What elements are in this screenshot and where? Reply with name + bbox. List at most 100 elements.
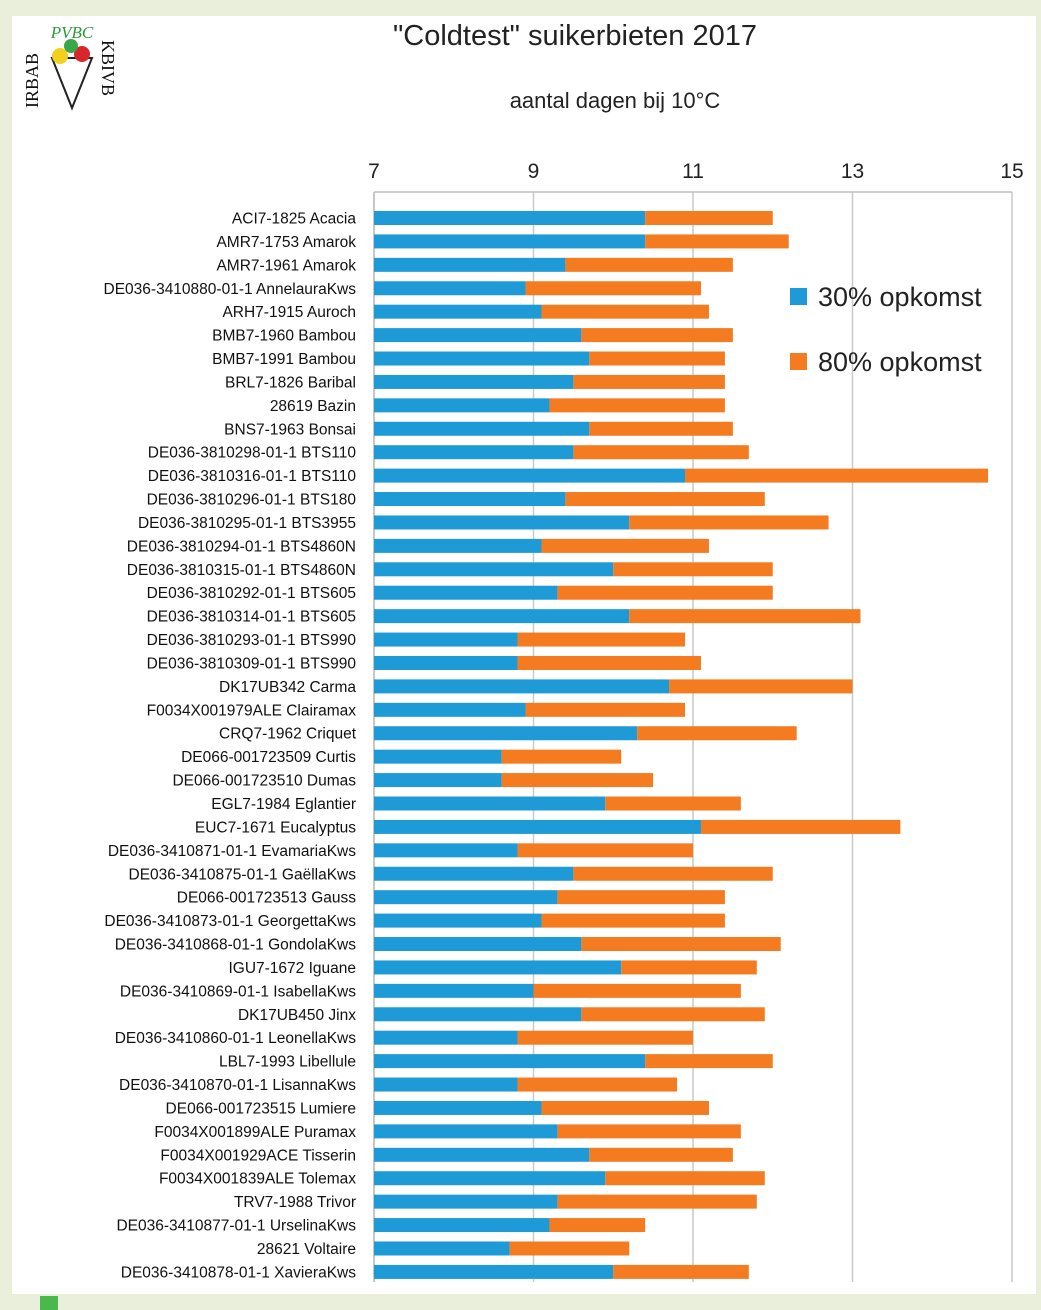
bar-80pct xyxy=(573,866,773,881)
bar-80pct xyxy=(549,1218,646,1233)
bar-30pct xyxy=(374,562,614,577)
category-label: DE036-3810316-01-1 BTS110 xyxy=(148,468,357,485)
bar-30pct xyxy=(374,328,582,343)
category-label: BMB7-1960 Bambou xyxy=(212,328,356,345)
category-label: LBL7-1993 Libellule xyxy=(219,1054,356,1071)
logo-cone-icon xyxy=(50,57,94,111)
category-label: F0034X001929ACE Tisserin xyxy=(160,1147,356,1164)
category-label: TRV7-1988 Trivor xyxy=(234,1194,356,1211)
chart-subtitle: aantal dagen bij 10°C xyxy=(509,88,721,113)
bar-80pct xyxy=(629,609,861,624)
bar-80pct xyxy=(557,585,773,600)
bar-80pct xyxy=(589,421,733,436)
bar-30pct xyxy=(374,937,582,952)
bar-30pct xyxy=(374,374,574,389)
category-label: BNS7-1963 Bonsai xyxy=(224,421,356,438)
bar-80pct xyxy=(533,983,741,998)
legend-swatch xyxy=(790,288,807,305)
category-label: DK17UB450 Jinx xyxy=(238,1007,356,1024)
bar-80pct xyxy=(517,632,686,647)
bar-30pct xyxy=(374,398,550,413)
x-tick-label: 13 xyxy=(841,160,864,183)
bar-30pct xyxy=(374,492,566,507)
bar-30pct xyxy=(374,960,622,975)
bar-30pct xyxy=(374,983,534,998)
logo-yellow-icon xyxy=(52,48,68,64)
bar-80pct xyxy=(509,1241,630,1256)
category-label: DE036-3810294-01-1 BTS4860N xyxy=(127,538,356,555)
bar-30pct xyxy=(374,445,574,460)
bar-30pct xyxy=(374,515,630,530)
legend-label: 80% opkomst xyxy=(818,347,982,377)
bar-30pct xyxy=(374,1124,558,1139)
category-label: DK17UB342 Carma xyxy=(219,679,356,696)
category-label: DE036-3810315-01-1 BTS4860N xyxy=(127,562,356,579)
bar-80pct xyxy=(549,398,725,413)
bar-80pct xyxy=(557,1194,757,1209)
category-label: DE036-3410868-01-1 GondolaKws xyxy=(115,937,357,954)
bar-80pct xyxy=(645,211,773,225)
category-label: DE036-3810309-01-1 BTS990 xyxy=(147,655,357,672)
category-label: DE036-3410869-01-1 IsabellaKws xyxy=(120,983,356,1000)
bar-80pct xyxy=(517,1077,678,1092)
bar-30pct xyxy=(374,702,526,717)
bar-80pct xyxy=(581,937,781,952)
category-label: EGL7-1984 Eglantier xyxy=(211,796,356,813)
x-tick-label: 11 xyxy=(682,160,704,183)
bar-80pct xyxy=(605,796,741,811)
logo-green-icon xyxy=(64,39,78,53)
logo-text-right: KBIVB xyxy=(98,40,118,96)
category-label: DE036-3810296-01-1 BTS180 xyxy=(147,492,357,509)
bar-30pct xyxy=(374,1147,590,1162)
bar-30pct xyxy=(374,421,590,436)
category-label: 28621 Voltaire xyxy=(257,1241,356,1258)
corner-mark xyxy=(40,1296,58,1310)
category-label: DE036-3410871-01-1 EvamariaKws xyxy=(108,843,356,860)
bar-80pct xyxy=(525,281,701,296)
logo: PVBC IRBAB KBIVB xyxy=(22,23,118,111)
bar-30pct xyxy=(374,843,518,858)
bar-80pct xyxy=(573,445,749,460)
bar-30pct xyxy=(374,1100,542,1115)
category-label: DE036-3810293-01-1 BTS990 xyxy=(147,632,357,649)
bar-30pct xyxy=(374,211,646,225)
category-label: DE036-3810295-01-1 BTS3955 xyxy=(138,515,356,532)
category-label: EUC7-1671 Eucalyptus xyxy=(195,819,356,836)
bar-30pct xyxy=(374,749,502,764)
bar-30pct xyxy=(374,585,558,600)
bar-80pct xyxy=(613,562,773,577)
bar-80pct xyxy=(589,351,725,366)
bar-80pct xyxy=(589,1147,733,1162)
logo-text-left: IRBAB xyxy=(22,53,42,108)
bar-80pct xyxy=(557,1124,741,1139)
bar-80pct xyxy=(517,1030,693,1045)
bar-80pct xyxy=(557,890,725,905)
bar-80pct xyxy=(637,726,797,741)
bar-30pct xyxy=(374,1264,614,1279)
bar-80pct xyxy=(613,1264,749,1279)
bar-30pct xyxy=(374,257,566,272)
category-label: DE036-3410873-01-1 GeorgettaKws xyxy=(104,913,356,930)
bar-80pct xyxy=(517,843,693,858)
bar-80pct xyxy=(685,468,989,483)
category-label: DE036-3410875-01-1 GaëllaKws xyxy=(129,866,357,883)
bar-80pct xyxy=(565,492,765,507)
bar-30pct xyxy=(374,609,630,624)
logo-text-top: PVBC xyxy=(50,23,94,42)
bar-30pct xyxy=(374,1077,518,1092)
bar-80pct xyxy=(573,374,725,389)
category-label: DE036-3410877-01-1 UrselinaKws xyxy=(116,1218,356,1235)
bar-30pct xyxy=(374,632,518,647)
bar-80pct xyxy=(629,515,829,530)
category-label: DE036-3810298-01-1 BTS110 xyxy=(148,445,357,462)
category-label: AMR7-1961 Amarok xyxy=(216,257,356,274)
category-label: BMB7-1991 Bambou xyxy=(212,351,356,368)
category-label: DE036-3410878-01-1 XavieraKws xyxy=(121,1264,356,1281)
bar-30pct xyxy=(374,726,638,741)
bar-30pct xyxy=(374,796,606,811)
category-label: F0034X001839ALE Tolemax xyxy=(159,1171,356,1188)
bar-80pct xyxy=(565,257,733,272)
category-label: CRQ7-1962 Criquet xyxy=(219,726,357,743)
category-label: F0034X001899ALE Puramax xyxy=(154,1124,356,1141)
